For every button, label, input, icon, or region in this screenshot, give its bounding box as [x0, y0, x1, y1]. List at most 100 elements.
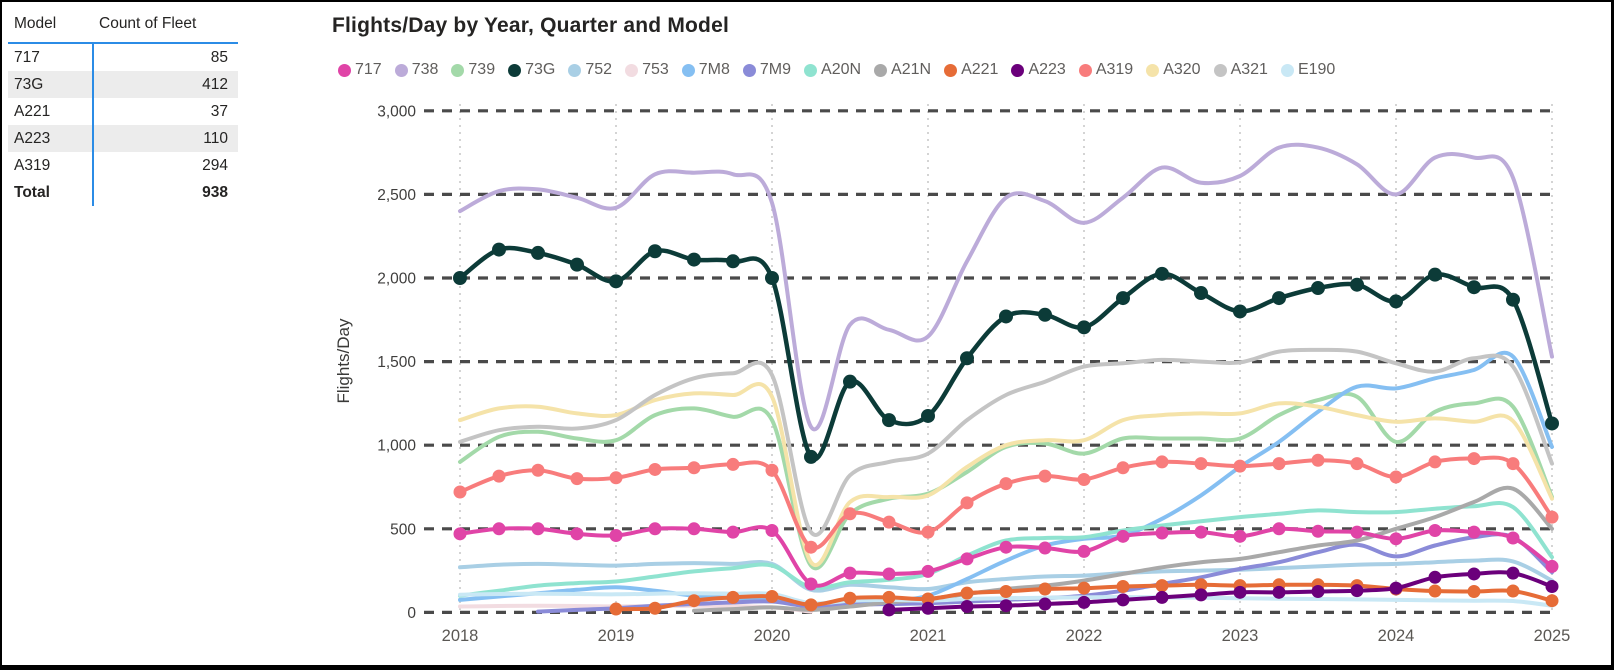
data-point-717[interactable] [1116, 529, 1130, 543]
legend-item-A221[interactable]: A221 [944, 61, 998, 79]
data-point-73G[interactable] [1038, 307, 1052, 322]
data-point-717[interactable] [960, 552, 974, 566]
cell-model[interactable]: 73G [14, 75, 44, 93]
cell-model[interactable]: A221 [14, 102, 51, 120]
legend-item-A223[interactable]: A223 [1011, 61, 1066, 79]
data-point-73G[interactable] [882, 413, 896, 428]
data-point-73G[interactable] [1272, 291, 1286, 306]
data-point-A319[interactable] [804, 540, 818, 554]
data-point-717[interactable] [999, 540, 1013, 554]
data-point-A221[interactable] [882, 590, 896, 604]
legend-item-717[interactable]: 717 [338, 61, 382, 79]
data-point-717[interactable] [726, 525, 740, 539]
data-point-A319[interactable] [843, 507, 857, 521]
data-point-A221[interactable] [1545, 594, 1559, 608]
data-point-A319[interactable] [726, 457, 740, 471]
legend-item-A321[interactable]: A321 [1213, 61, 1268, 79]
data-point-717[interactable] [1467, 525, 1481, 539]
data-point-A221[interactable] [843, 591, 857, 605]
data-point-717[interactable] [1428, 523, 1442, 537]
series-line-A20N[interactable] [458, 501, 1554, 598]
data-point-73G[interactable] [1350, 277, 1364, 292]
data-point-A319[interactable] [648, 462, 662, 476]
data-point-A221[interactable] [1116, 579, 1130, 593]
data-point-717[interactable] [1233, 529, 1247, 543]
data-point-A319[interactable] [1272, 457, 1286, 471]
data-point-717[interactable] [1194, 525, 1208, 539]
legend-item-752[interactable]: 752 [568, 61, 612, 79]
data-point-73G[interactable] [1545, 416, 1559, 431]
data-point-A319[interactable] [570, 472, 584, 486]
data-point-A319[interactable] [1350, 457, 1364, 471]
data-point-A319[interactable] [1506, 457, 1520, 471]
data-point-73G[interactable] [1155, 266, 1169, 281]
data-point-73G[interactable] [1311, 281, 1325, 296]
data-point-717[interactable] [492, 522, 506, 536]
data-point-717[interactable] [804, 577, 818, 591]
data-point-A319[interactable] [531, 463, 545, 477]
data-point-A319[interactable] [921, 525, 935, 539]
data-point-A223[interactable] [1233, 585, 1247, 599]
data-point-73G[interactable] [648, 244, 662, 259]
legend-item-7M8[interactable]: 7M8 [681, 61, 730, 79]
data-point-A319[interactable] [1155, 455, 1169, 469]
data-point-A319[interactable] [492, 469, 506, 483]
legend-item-A21N[interactable]: A21N [874, 61, 931, 79]
legend-item-A319[interactable]: A319 [1078, 61, 1133, 79]
data-point-717[interactable] [453, 527, 467, 541]
column-header-model[interactable]: Model [14, 15, 57, 32]
data-point-A223[interactable] [1272, 585, 1286, 599]
data-point-73G[interactable] [1194, 286, 1208, 301]
data-point-A223[interactable] [960, 600, 974, 614]
data-point-A319[interactable] [1389, 470, 1403, 484]
data-point-A221[interactable] [1428, 584, 1442, 598]
data-point-A221[interactable] [1077, 581, 1091, 595]
data-point-A223[interactable] [1506, 566, 1520, 580]
cell-model[interactable]: A223 [14, 129, 51, 147]
data-point-A223[interactable] [1350, 584, 1364, 598]
data-point-73G[interactable] [843, 374, 857, 389]
data-point-73G[interactable] [687, 252, 701, 267]
data-point-A221[interactable] [1467, 585, 1481, 598]
data-point-A221[interactable] [1506, 584, 1520, 598]
data-point-717[interactable] [843, 566, 857, 580]
data-point-73G[interactable] [999, 309, 1013, 324]
data-point-A223[interactable] [921, 601, 935, 615]
data-point-717[interactable] [570, 527, 584, 541]
data-point-A319[interactable] [453, 485, 467, 499]
data-point-A221[interactable] [804, 598, 818, 612]
data-point-73G[interactable] [1389, 294, 1403, 309]
data-point-A319[interactable] [1467, 452, 1481, 466]
data-point-717[interactable] [1389, 532, 1403, 546]
series-line-7M8[interactable] [458, 350, 1554, 608]
data-point-A319[interactable] [1116, 461, 1130, 475]
data-point-A221[interactable] [1155, 579, 1169, 593]
data-point-73G[interactable] [531, 245, 545, 260]
data-point-717[interactable] [1350, 525, 1364, 539]
data-point-717[interactable] [687, 522, 701, 536]
data-point-A221[interactable] [1194, 578, 1208, 592]
data-point-A221[interactable] [999, 585, 1013, 598]
data-point-73G[interactable] [453, 271, 467, 285]
data-point-73G[interactable] [1233, 304, 1247, 319]
legend-item-A320[interactable]: A320 [1146, 61, 1201, 79]
data-point-A221[interactable] [687, 594, 701, 608]
data-point-717[interactable] [1038, 541, 1052, 555]
legend-item-73G[interactable]: 73G [508, 61, 555, 79]
data-point-73G[interactable] [804, 449, 818, 464]
table-row-73G[interactable]: 73G 412 [8, 71, 238, 98]
data-point-A319[interactable] [687, 461, 701, 475]
data-point-A221[interactable] [765, 590, 779, 604]
data-point-A319[interactable] [1545, 510, 1559, 524]
data-point-A319[interactable] [960, 496, 974, 510]
data-point-A319[interactable] [1311, 453, 1325, 467]
data-point-73G[interactable] [1467, 280, 1481, 295]
legend-item-E190[interactable]: E190 [1280, 61, 1335, 79]
data-point-A319[interactable] [1233, 459, 1247, 473]
table-row-717[interactable]: 717 85 [8, 43, 238, 71]
cell-model[interactable]: A319 [14, 156, 51, 174]
data-point-717[interactable] [1545, 559, 1559, 573]
data-point-A319[interactable] [1077, 472, 1091, 486]
data-point-73G[interactable] [492, 242, 506, 257]
cell-model[interactable]: 717 [14, 48, 40, 66]
